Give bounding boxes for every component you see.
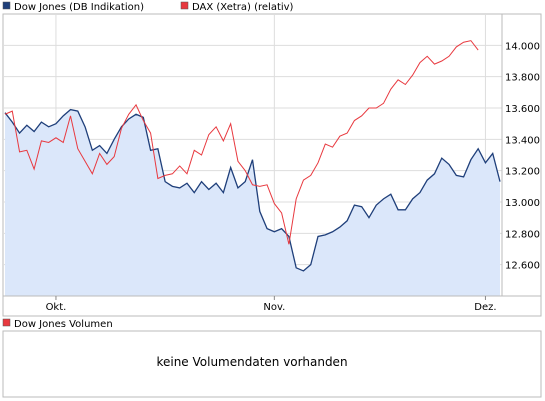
legend-label-dow: Dow Jones (DB Indikation) bbox=[14, 2, 144, 13]
dax-series-line bbox=[4, 40, 479, 245]
y-tick-label: 13.000 bbox=[505, 198, 540, 209]
legend-label-volume: Dow Jones Volumen bbox=[14, 319, 113, 330]
dow-area-fill bbox=[5, 109, 500, 296]
y-tick-label: 14.000 bbox=[505, 41, 540, 52]
y-tick-label: 12.800 bbox=[505, 229, 540, 240]
y-tick-label: 13.400 bbox=[505, 135, 540, 146]
legend-swatch-dax bbox=[180, 1, 189, 10]
volume-legend: Dow Jones Volumen bbox=[2, 318, 113, 330]
y-tick-label: 13.600 bbox=[505, 104, 540, 115]
legend-label-dax: DAX (Xetra) (relativ) bbox=[192, 2, 294, 13]
x-axis-ticks: Okt. Nov. Dez. bbox=[46, 296, 497, 313]
x-tick-label: Nov. bbox=[263, 302, 285, 313]
volume-panel-frame bbox=[2, 330, 542, 398]
dow-series-line bbox=[4, 108, 501, 272]
price-legend: Dow Jones (DB Indikation) DAX (Xetra) (r… bbox=[2, 1, 294, 13]
x-tick-label: Dez. bbox=[474, 302, 496, 313]
volume-empty-message: keine Volumendaten vorhanden bbox=[156, 355, 347, 369]
y-tick-label: 13.800 bbox=[505, 73, 540, 84]
y-axis-ticks: 12.600 12.800 13.000 13.200 13.400 13.600 13.8… bbox=[505, 41, 540, 271]
y-tick-label: 13.200 bbox=[505, 167, 540, 178]
x-tick-label: Okt. bbox=[46, 302, 67, 313]
y-tick-label: 12.600 bbox=[505, 261, 540, 272]
legend-swatch-volume bbox=[2, 318, 11, 327]
legend-swatch-dow bbox=[2, 1, 11, 10]
